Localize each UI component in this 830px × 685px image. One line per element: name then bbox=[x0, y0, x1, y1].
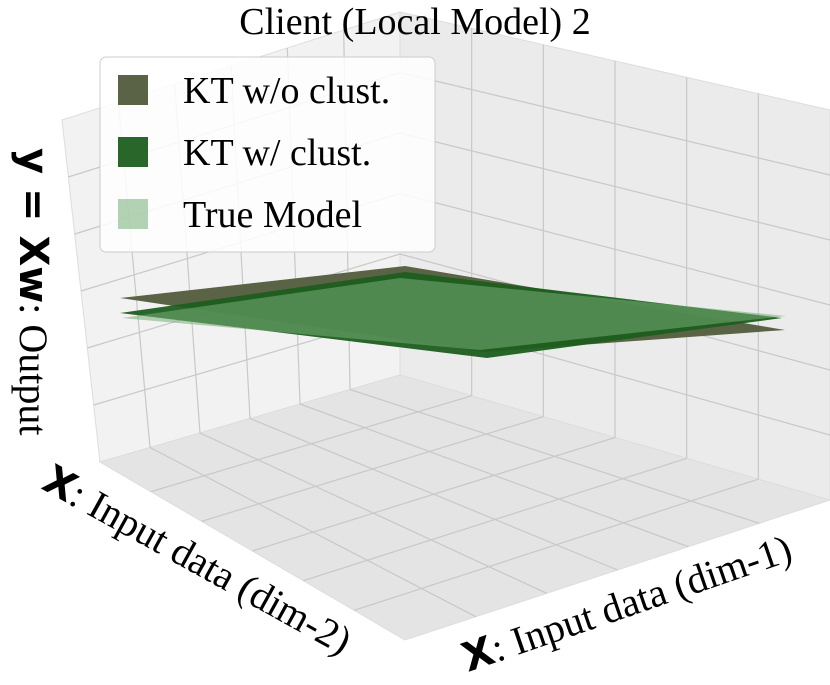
legend-label: KT w/o clust. bbox=[183, 70, 390, 112]
axis-symbol: y = Xw bbox=[10, 148, 56, 303]
legend: KT w/o clust. KT w/ clust. True Model bbox=[99, 56, 436, 253]
legend-swatch bbox=[118, 199, 148, 229]
legend-swatch bbox=[118, 75, 148, 105]
legend-label: True Model bbox=[183, 194, 362, 236]
chart-title: Client (Local Model) 2 bbox=[239, 1, 590, 43]
legend-box bbox=[99, 56, 436, 253]
legend-items: KT w/o clust. KT w/ clust. True Model bbox=[118, 70, 390, 236]
z-axis-label: y = Xw: Output bbox=[10, 148, 56, 435]
legend-swatch bbox=[118, 137, 148, 167]
axis-text: : Output bbox=[11, 303, 56, 435]
grid-line bbox=[353, 478, 759, 611]
surfaces bbox=[120, 266, 786, 358]
surface bbox=[122, 278, 786, 350]
grid-line bbox=[399, 71, 830, 176]
legend-label: KT w/ clust. bbox=[183, 132, 371, 174]
